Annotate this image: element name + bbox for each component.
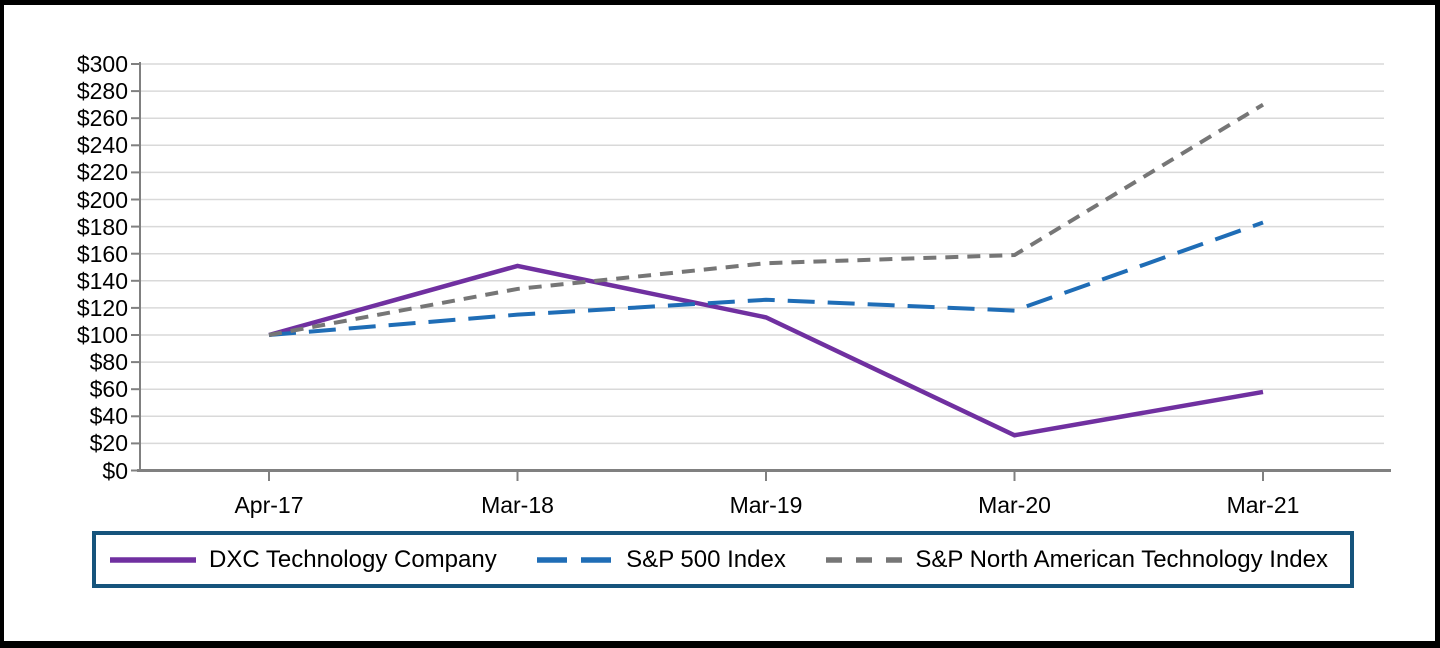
x-axis-tick-label: Apr-17 (234, 492, 304, 518)
y-axis-tick-label: $120 (76, 294, 128, 321)
y-axis-tick-label: $140 (76, 267, 128, 294)
x-axis-tick-label: Mar-20 (978, 492, 1051, 518)
legend-label: S&P North American Technology Index (915, 545, 1328, 573)
y-axis-tick-label: $80 (89, 349, 128, 376)
legend-item-0: DXC Technology Company (110, 546, 497, 574)
series-line-1 (268, 220, 1264, 337)
legend-line-swatch-icon (110, 556, 196, 563)
legend-line-swatch-icon (537, 556, 614, 563)
gridlines (140, 63, 1384, 445)
x-axis-tick-label: Mar-21 (1226, 492, 1300, 518)
x-axis-tick-label: Mar-18 (481, 492, 554, 518)
y-axis-tick-label: $280 (76, 78, 128, 105)
legend-label: S&P 500 Index (626, 545, 786, 573)
axes (131, 62, 1391, 481)
y-axis-tick-label: $160 (76, 240, 128, 267)
legend-item-1: S&P 500 Index (537, 546, 786, 574)
series-line-2 (268, 102, 1265, 337)
x-axis-tick-label: Mar-19 (729, 492, 803, 518)
y-axis-tick-label: $240 (76, 132, 128, 159)
y-axis-tick-label: $180 (76, 213, 128, 240)
y-axis-tick-label: $200 (76, 186, 128, 213)
y-axis-tick-label: $40 (89, 403, 128, 430)
y-axis-tick-label: $0 (102, 457, 128, 484)
y-axis-tick-label: $260 (76, 105, 128, 132)
legend: DXC Technology Company S&P 500 Index S&P N… (92, 531, 1354, 588)
legend-line-swatch-icon (826, 556, 903, 563)
legend-item-2: S&P North American Technology Index (826, 546, 1328, 574)
y-axis-tick-label: $220 (76, 159, 128, 186)
legend-label: DXC Technology Company (209, 545, 497, 573)
series-line-0 (268, 263, 1264, 438)
y-axis-tick-label: $300 (76, 51, 128, 77)
y-axis-tick-label: $100 (76, 322, 128, 348)
y-axis-tick-label: $60 (89, 376, 128, 403)
series-lines (268, 102, 1265, 438)
y-axis-tick-label: $20 (89, 430, 128, 457)
